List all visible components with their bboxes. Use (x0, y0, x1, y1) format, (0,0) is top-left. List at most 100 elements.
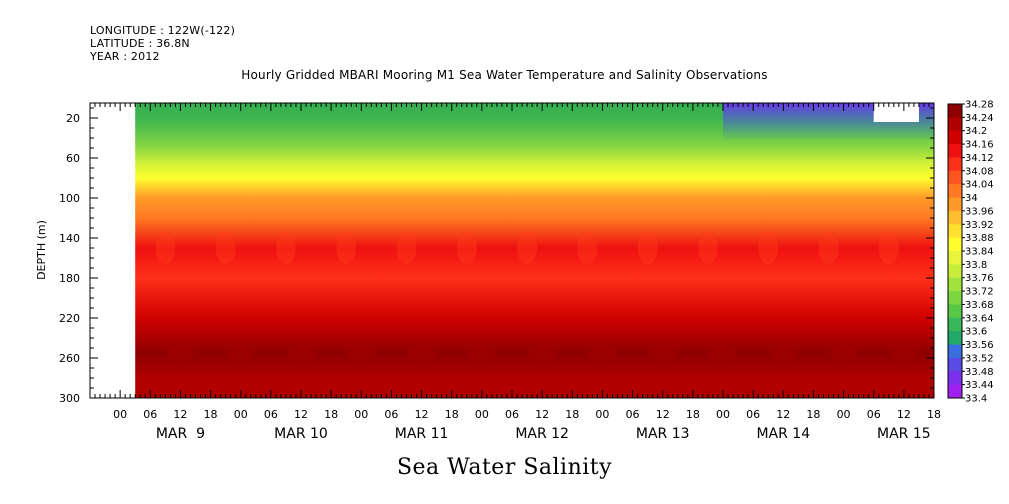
deep-core (407, 344, 436, 362)
colorbar-label: 33.84 (965, 247, 994, 258)
y-tick-label: 300 (59, 392, 80, 405)
colorbar-swatch (948, 317, 962, 332)
x-hour-label: 00 (354, 408, 368, 421)
x-day-label: MAR 14 (756, 426, 810, 442)
mid-depth-core (396, 232, 417, 264)
colorbar-swatch (948, 170, 962, 185)
colorbar-label: 34.12 (965, 153, 994, 164)
mid-depth-core (637, 232, 658, 264)
x-hour-label: 12 (897, 408, 911, 421)
colorbar-swatch (948, 331, 962, 346)
colorbar-swatch (948, 357, 962, 372)
x-hour-label: 00 (716, 408, 730, 421)
mid-depth-core (336, 232, 357, 264)
colorbar: 34.28 34.24 34.2 34.16 34.12 34.08 34.04 34 33.9… (947, 100, 994, 405)
x-hour-label: 12 (656, 408, 670, 421)
mid-depth-core (155, 232, 176, 264)
y-axis: 20 60 100 140 180 220 260 300 (59, 107, 934, 405)
x-day-label: MAR 9 (156, 426, 205, 442)
colorbar-label: 33.6 (965, 327, 987, 338)
longitude-label: LONGITUDE : 122W(-122) (90, 24, 236, 37)
mid-depth-core (517, 232, 538, 264)
x-day-label: MAR 10 (274, 426, 328, 442)
colorbar-label: 33.68 (965, 300, 994, 311)
colorbar-label: 33.52 (965, 353, 994, 364)
y-axis-label: DEPTH (m) (35, 220, 48, 280)
salinity-depth-time-chart: 00 06 12 18 00 06 12 18 00 06 12 18 00 06 12 18 00 06 12 18… (35, 100, 994, 443)
x-hour-label: 00 (234, 408, 248, 421)
deep-core (226, 344, 255, 362)
x-hour-label: 12 (415, 408, 429, 421)
mid-depth-core (758, 232, 779, 264)
y-tick-label: 180 (59, 272, 80, 285)
mid-depth-core (818, 232, 839, 264)
colorbar-swatch (948, 117, 962, 132)
colorbar-label: 34.24 (965, 113, 994, 124)
colorbar-swatch (948, 304, 962, 319)
y-tick-label: 220 (59, 312, 80, 325)
x-hour-label: 18 (806, 408, 820, 421)
variable-name: Sea Water Salinity (396, 455, 613, 480)
colorbar-label: 34.2 (965, 126, 987, 137)
colorbar-swatch (948, 371, 962, 386)
x-hour-label: 18 (324, 408, 338, 421)
field-texture (135, 103, 934, 362)
deep-core (467, 344, 496, 362)
year-label: YEAR : 2012 (90, 50, 160, 63)
mid-depth-core (697, 232, 718, 264)
colorbar-swatch (948, 184, 962, 199)
x-hour-label: 06 (143, 408, 157, 421)
x-hour-label: 18 (204, 408, 218, 421)
colorbar-label: 34 (965, 193, 978, 204)
colorbar-swatch (948, 251, 962, 265)
deep-core (648, 344, 677, 362)
colorbar-label: 33.92 (965, 220, 994, 231)
colorbar-label: 34.28 (965, 100, 994, 111)
deep-core (347, 344, 376, 362)
x-hour-label: 06 (505, 408, 519, 421)
colorbar-label: 33.76 (965, 273, 994, 284)
x-hour-label: 12 (173, 408, 187, 421)
x-hour-label: 18 (565, 408, 579, 421)
colorbar-label: 33.64 (965, 313, 994, 324)
y-tick-label: 60 (66, 152, 80, 165)
x-day-label: MAR 15 (877, 426, 931, 442)
heatmap-field (90, 103, 934, 398)
x-hour-label: 18 (686, 408, 700, 421)
y-tick-label: 20 (66, 112, 80, 125)
colorbar-swatch (948, 197, 962, 212)
mid-depth-core (215, 232, 236, 264)
deep-core (166, 344, 195, 362)
deep-core (528, 344, 557, 362)
x-hour-label: 12 (535, 408, 549, 421)
x-hour-label: 18 (927, 408, 941, 421)
colorbar-swatch (948, 264, 962, 279)
missing-data-patch (873, 103, 919, 122)
x-hour-label: 00 (595, 408, 609, 421)
latitude-label: LATITUDE : 36.8N (90, 37, 190, 50)
colorbar-label: 34.08 (965, 166, 994, 177)
x-hour-label: 06 (867, 408, 881, 421)
colorbar-label: 33.72 (965, 287, 994, 298)
colorbar-label: 33.56 (965, 340, 994, 351)
colorbar-label: 33.44 (965, 380, 994, 391)
colorbar-label: 33.4 (965, 394, 987, 405)
y-tick-label: 140 (59, 232, 80, 245)
colorbar-swatch (948, 144, 962, 158)
mid-depth-core (577, 232, 598, 264)
deep-core (588, 344, 617, 362)
colorbar-swatch (948, 210, 962, 225)
colorbar-swatch (948, 130, 962, 145)
x-hour-label: 06 (264, 408, 278, 421)
x-day-label: MAR 13 (636, 426, 690, 442)
colorbar-label: 33.8 (965, 260, 987, 271)
chart-title: Hourly Gridded MBARI Mooring M1 Sea Wate… (241, 68, 768, 82)
colorbar-swatch (948, 384, 962, 399)
colorbar-swatch (948, 224, 962, 239)
x-hour-label: 12 (294, 408, 308, 421)
mid-depth-core (878, 232, 899, 264)
mid-depth-core (456, 232, 477, 264)
colorbar-swatch (948, 104, 962, 118)
colorbar-label: 34.04 (965, 180, 994, 191)
deep-core (829, 344, 858, 362)
